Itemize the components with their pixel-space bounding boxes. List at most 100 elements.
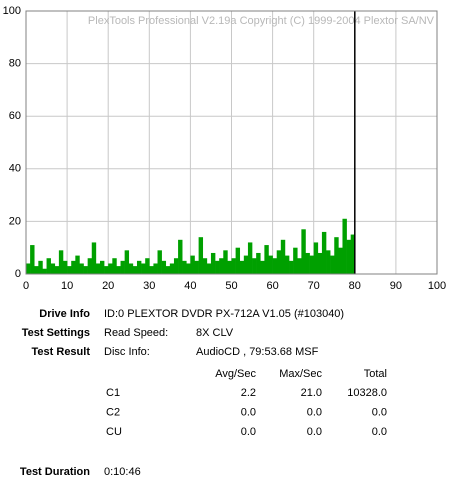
bar [268,255,273,274]
bar [71,260,76,274]
x-tick-label: 50 [225,280,237,292]
y-tick-label: 40 [9,163,21,175]
bar [149,266,154,274]
x-tick-label: 30 [143,280,155,292]
bar [87,258,93,274]
bar [276,250,282,274]
bar [272,258,278,274]
bar [153,263,158,274]
bar [132,266,138,274]
bar [326,250,331,274]
x-tick-label: 10 [61,280,73,292]
bar [202,258,208,274]
bar [227,260,232,274]
bar [284,255,290,274]
y-tick-label: 0 [15,268,21,280]
bar [91,242,97,274]
value: AudioCD , 79:53.68 MSF [196,346,319,358]
bar [317,252,323,274]
bar [136,260,142,274]
column-header: Max/Sec [279,368,322,380]
label: Drive Info [39,308,90,320]
value: ID:0 PLEXTOR DVDR PX-712A V1.05 (#103040… [104,308,344,320]
bar [313,242,319,274]
cell: 0.0 [241,406,256,418]
watermark: PlexTools Professional V2.19a Copyright … [88,15,435,27]
x-tick-label: 70 [308,280,320,292]
bar [260,260,265,274]
field: Read Speed: [104,327,168,339]
column-header: Total [364,368,387,380]
bar [206,263,212,274]
x-tick-label: 90 [390,280,402,292]
bar [95,263,101,274]
bar [235,247,241,274]
bar [190,255,195,274]
bar [289,260,294,274]
field: Disc Info: [104,346,150,358]
x-tick-label: 40 [184,280,196,292]
bar [321,231,327,274]
bar [252,258,257,274]
bar [46,258,51,274]
cell: 21.0 [301,387,322,399]
bar [309,255,314,274]
cell: 0.0 [372,426,387,438]
plot-border [25,10,438,275]
x-tick-label: 80 [349,280,361,292]
bar [247,242,253,274]
bar [256,252,261,274]
bar [297,258,302,274]
bar [215,260,220,274]
x-tick-label: 20 [102,280,114,292]
bar [83,266,88,274]
bar [350,234,356,274]
row-label: CU [106,426,122,438]
bar [108,263,113,274]
bar [169,263,175,274]
bar [330,255,335,274]
bar [173,258,179,274]
bar [280,239,286,274]
value: 8X CLV [196,327,234,339]
row-label: C1 [106,387,120,399]
bar [338,247,343,274]
bar [346,239,351,274]
label: Test Settings [22,327,90,339]
x-tick-label: 0 [23,280,29,292]
y-tick-label: 20 [9,215,21,227]
bar [30,245,35,274]
value: 0:10:46 [104,466,141,478]
bar [186,263,191,274]
bar [182,260,187,274]
bar [99,260,105,274]
row-label: C2 [106,406,120,418]
bar [128,263,134,274]
cell: 0.0 [372,406,387,418]
bar [79,263,84,274]
bar [34,266,39,274]
bar [178,239,183,274]
cell: 0.0 [307,426,322,438]
bar [157,250,162,274]
bar [301,229,306,274]
bar [342,218,347,274]
bar [124,250,130,274]
bar [116,266,121,274]
bar [194,260,199,274]
x-tick-label: 100 [428,280,446,292]
bar [223,250,228,274]
cell: 10328.0 [347,387,387,399]
bar [161,260,167,274]
bar [293,247,298,274]
bar [239,260,245,274]
bar [104,266,109,274]
bar [243,255,249,274]
column-header: Avg/Sec [215,368,256,380]
bar [67,266,72,274]
bar [219,258,224,274]
bar [165,266,171,274]
bar [305,252,310,274]
bar [264,245,269,274]
